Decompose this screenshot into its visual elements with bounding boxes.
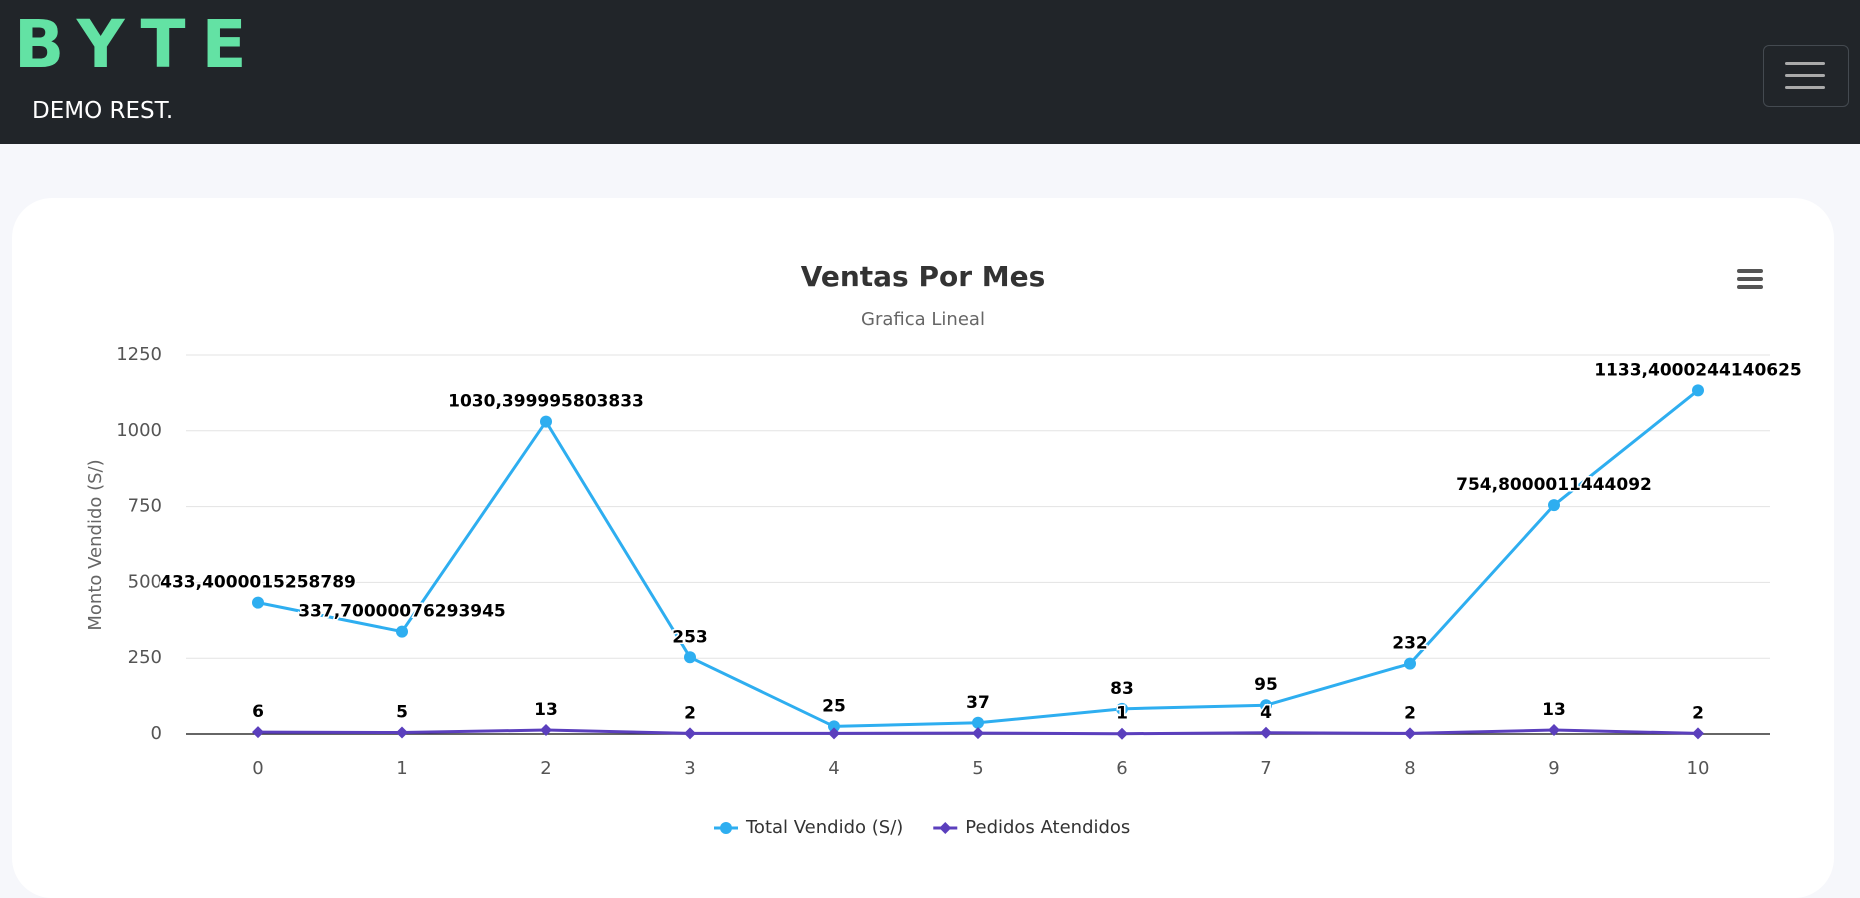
series-line	[257, 389, 1699, 728]
data-label: 337,70000076293945	[298, 602, 506, 622]
data-label: 13	[1542, 700, 1566, 720]
data-point	[1260, 726, 1272, 739]
data-point	[1260, 699, 1272, 712]
data-label: 25	[822, 696, 846, 716]
data-point	[828, 727, 840, 740]
data-label: 1	[1116, 704, 1128, 724]
data-point	[1548, 499, 1560, 512]
logo: BYTE	[14, 6, 263, 83]
y-tick-label: 1250	[116, 344, 162, 365]
data-point	[972, 727, 984, 740]
data-point	[1404, 657, 1416, 670]
data-label: 1030,399995803833	[448, 392, 644, 412]
data-label: 232	[1392, 634, 1428, 654]
legend-label[interactable]: Total Vendido (S/)	[745, 817, 903, 838]
x-tick-label: 10	[1687, 758, 1710, 779]
data-point	[1692, 727, 1704, 740]
legend-marker	[720, 822, 732, 834]
data-label: 754,8000011444092	[1456, 475, 1652, 495]
data-point	[1404, 727, 1416, 740]
data-label: 37	[966, 693, 990, 713]
data-point	[540, 724, 552, 737]
data-label: 253	[672, 627, 708, 647]
y-tick-label: 250	[128, 647, 162, 668]
y-tick-label: 500	[128, 571, 162, 592]
data-point	[684, 727, 696, 740]
x-tick-label: 6	[1116, 758, 1127, 779]
x-tick-label: 4	[828, 758, 839, 779]
y-tick-label: 750	[128, 496, 162, 517]
chart-card	[12, 198, 1834, 898]
data-label: 5	[396, 702, 408, 722]
x-tick-label: 5	[972, 758, 983, 779]
chart-title: Ventas Por Mes	[801, 260, 1046, 293]
x-tick-label: 9	[1548, 758, 1559, 779]
legend-label[interactable]: Pedidos Atendidos	[965, 817, 1130, 838]
data-point	[396, 726, 408, 739]
data-point	[972, 716, 984, 729]
x-tick-label: 3	[684, 758, 695, 779]
data-label: 1133,4000244140625	[1594, 360, 1802, 380]
y-axis-title: Monto Vendido (S/)	[85, 459, 106, 630]
legend-marker	[939, 822, 952, 834]
data-point	[540, 415, 552, 428]
data-point	[1116, 702, 1128, 715]
data-label: 6	[252, 702, 264, 722]
data-point	[252, 726, 264, 739]
data-label: 95	[1254, 675, 1278, 695]
data-point	[396, 625, 408, 638]
x-tick-label: 0	[252, 758, 263, 779]
data-point	[828, 720, 840, 733]
chart: Ventas Por Mes Grafica Lineal Monto Vend…	[85, 260, 1803, 838]
x-tick-label: 7	[1260, 758, 1271, 779]
x-tick-label: 8	[1404, 758, 1415, 779]
page: BYTE DEMO REST. Ventas Por Mes Grafica L…	[0, 0, 1860, 838]
data-point	[1548, 724, 1560, 737]
data-label: 83	[1110, 679, 1134, 699]
data-label: 2	[684, 703, 696, 723]
data-label: 433,4000015258789	[160, 573, 356, 593]
y-tick-label: 0	[151, 723, 162, 744]
chart-subtitle: Grafica Lineal	[861, 309, 985, 330]
y-tick-label: 1000	[116, 420, 162, 441]
data-label: 13	[534, 700, 558, 720]
x-tick-label: 2	[540, 758, 551, 779]
data-label: 2	[1692, 703, 1704, 723]
data-label: 4	[1260, 703, 1272, 723]
export-menu[interactable]	[1737, 269, 1763, 289]
data-point	[684, 651, 696, 664]
brand-subtitle: DEMO REST.	[32, 98, 174, 124]
data-point	[252, 596, 264, 609]
menu-toggle[interactable]	[1763, 45, 1849, 107]
navbar: BYTE DEMO REST.	[0, 0, 1860, 144]
data-point	[1692, 384, 1704, 397]
x-tick-label: 1	[396, 758, 407, 779]
data-point	[1116, 727, 1128, 740]
data-label: 2	[1404, 703, 1416, 723]
